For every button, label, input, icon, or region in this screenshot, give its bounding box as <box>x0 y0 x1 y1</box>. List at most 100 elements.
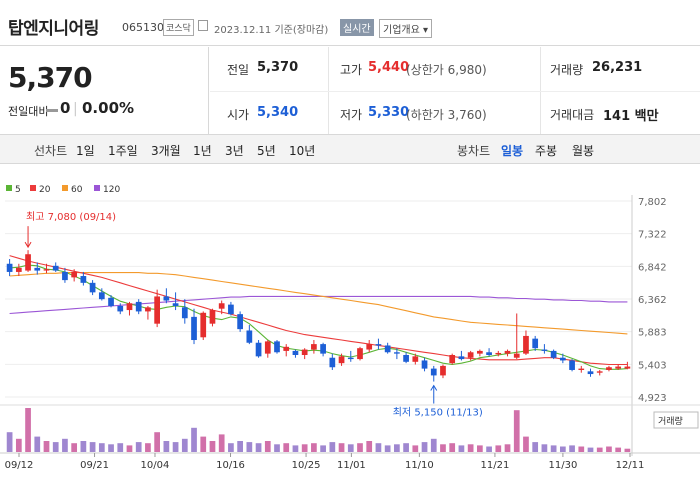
volume-bar <box>89 442 96 452</box>
candle-body <box>108 297 114 306</box>
candle-body <box>421 360 428 369</box>
candle-body <box>458 356 465 360</box>
volume-bar <box>292 445 299 452</box>
legend-label: 20 <box>39 185 51 195</box>
candle-body <box>62 271 68 281</box>
market-badge: 코스닥 <box>163 19 194 36</box>
volume-bar <box>504 444 511 452</box>
diff-value: 0 <box>60 99 71 117</box>
volume-bar <box>52 442 59 452</box>
volume-bar <box>569 445 575 452</box>
candle-body <box>357 348 363 360</box>
volume-bar <box>486 446 492 452</box>
volume-legend-box <box>653 411 699 429</box>
stock-chart[interactable]: 5 20 60 120 7,802 7,322 6,842 6,362 5,883 5,403 4,… <box>0 170 700 490</box>
candle-body <box>394 352 400 354</box>
candle-body <box>550 350 557 358</box>
candle-body <box>71 271 78 278</box>
diff-percent: 0.00% <box>82 99 135 117</box>
candle-body <box>283 346 290 351</box>
realtime-button[interactable]: 실시간 <box>340 19 374 36</box>
volume-bar <box>209 441 216 452</box>
candle-body <box>209 310 216 324</box>
volume-bar <box>145 443 151 452</box>
y-tick-label: 6,842 <box>638 262 667 273</box>
volume-bar <box>550 445 557 452</box>
volume-bar <box>596 447 603 452</box>
chart-period-tabs: 선차트 1일 1주일 3개월 1년 3년 5년 10년 봉차트 일봉 주봉 월봉 <box>0 134 700 164</box>
price-summary: 5,370 전일대비 0 | 0.00% <box>0 47 209 135</box>
candle-body <box>80 276 87 283</box>
stock-name: 탑엔지니어링 <box>8 19 99 39</box>
candle-body <box>347 357 354 360</box>
tab-10y[interactable]: 10년 <box>289 144 316 158</box>
price-stats: 전일 5,370 고가 5,440 (상한가 6,980) 거래량 26,231… <box>210 47 700 135</box>
volume-legend-label: 거래량 <box>658 415 683 427</box>
volume-bar <box>430 438 437 452</box>
volume-bar <box>421 442 428 452</box>
tab-5y[interactable]: 5년 <box>257 144 276 158</box>
volume-bar <box>264 441 271 452</box>
low-label: 저가 <box>340 108 363 122</box>
volume-bar <box>163 441 170 452</box>
candle-body <box>117 305 124 312</box>
tab-1d[interactable]: 1일 <box>76 144 95 158</box>
tab-3y[interactable]: 3년 <box>225 144 244 158</box>
candle-body <box>200 312 207 338</box>
volume-bar <box>15 438 22 452</box>
tab-1w[interactable]: 1주일 <box>108 144 138 158</box>
candle-body <box>523 335 529 354</box>
tab-monthly[interactable]: 월봉 <box>572 144 595 158</box>
candle-body <box>403 354 409 362</box>
max-arrowhead <box>24 241 32 249</box>
candle-body <box>513 353 520 358</box>
date-value: 2023.12.11 <box>214 25 272 36</box>
candle-body <box>578 368 585 370</box>
candle-body <box>311 344 317 350</box>
diff-label: 전일대비 <box>8 105 49 118</box>
x-tick-label: 10/25 <box>292 460 321 471</box>
volume-bar <box>606 446 612 452</box>
candle-body <box>569 360 575 370</box>
candle-body <box>624 366 631 369</box>
amount-label: 거래대금 <box>550 108 595 122</box>
x-tick-label: 11/01 <box>337 460 366 471</box>
candle-body <box>587 371 594 375</box>
upper-limit: (상한가 6,980) <box>406 63 487 77</box>
candle-body <box>541 349 548 351</box>
volume-bar <box>172 442 179 452</box>
volume-bar <box>449 443 456 452</box>
tab-daily[interactable]: 일봉 <box>501 144 524 158</box>
tab-1y[interactable]: 1년 <box>193 144 212 158</box>
max-annotation: 최고 7,080 (09/14) <box>26 211 116 223</box>
volume-bar <box>513 410 520 452</box>
candle-body <box>412 356 419 362</box>
x-tick-label: 10/04 <box>141 460 170 471</box>
volume-bar <box>191 427 197 452</box>
volume-bar <box>523 436 529 452</box>
candle-body <box>98 292 105 300</box>
volume-bar <box>135 442 142 452</box>
calendar-icon <box>198 20 208 31</box>
candle-body <box>615 366 622 369</box>
candle-body <box>467 352 474 358</box>
volume-bar <box>283 443 290 452</box>
legend-label: 60 <box>71 185 83 195</box>
volume-bar <box>532 442 539 452</box>
volume-bar <box>320 445 326 452</box>
candle-body <box>532 338 539 349</box>
volume-bar <box>80 441 87 452</box>
line-chart-label: 선차트 <box>34 144 68 158</box>
company-info-dropdown[interactable]: 기업개요 ▾ <box>379 19 433 38</box>
stock-code: 065130 <box>122 21 164 34</box>
volume-bar <box>467 444 474 452</box>
tab-3m[interactable]: 3개월 <box>151 144 181 158</box>
legend-swatch <box>94 185 100 191</box>
candle-body <box>384 345 391 353</box>
candle-body <box>504 350 511 354</box>
volume-bar <box>117 443 124 452</box>
ma60-line <box>9 272 628 335</box>
tab-weekly[interactable]: 주봉 <box>535 144 558 158</box>
legend-label: 5 <box>15 185 21 195</box>
low-value: 5,330 <box>368 105 410 120</box>
